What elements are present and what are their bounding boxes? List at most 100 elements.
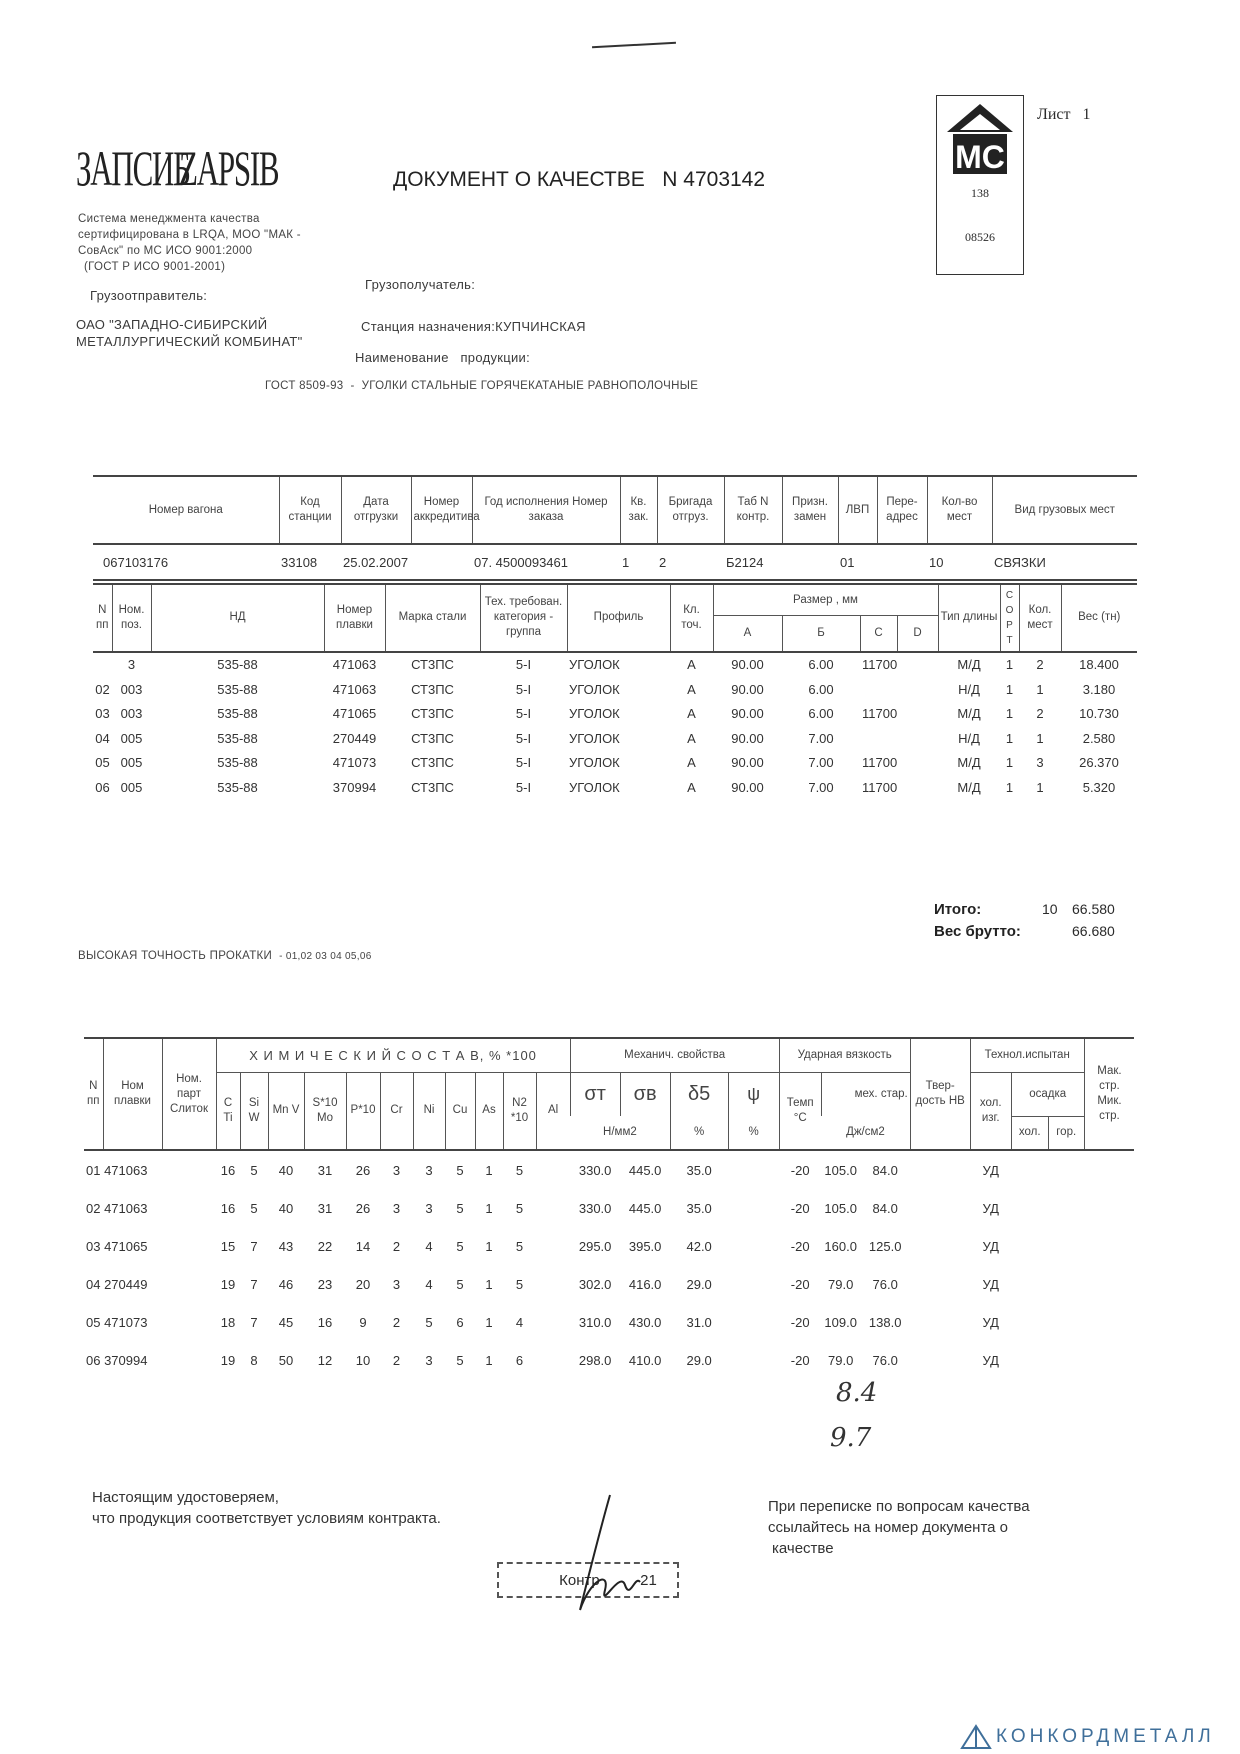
logo-text-ru: ЗАПСИБ [76, 140, 191, 196]
shipment-cell: Б2124 [726, 554, 764, 570]
table-cell: 1 [1036, 681, 1044, 697]
table-cell: 5 [425, 1314, 433, 1330]
table-cell: 31 [317, 1162, 333, 1178]
table-cell: 6.00 [808, 681, 834, 697]
shipment-cell: 25.02.2007 [343, 554, 409, 570]
table-cell: 29.0 [686, 1276, 712, 1292]
table-cell: А [687, 681, 696, 697]
table-cell [1084, 1303, 1134, 1341]
shipment-cell: 33108 [281, 554, 318, 570]
table-cell: 7 [250, 1314, 258, 1330]
table-cell: 310.0 [578, 1314, 612, 1330]
col-weight: Вес (тн) [1060, 584, 1137, 652]
logo-text-en: ZAPSIB [179, 140, 280, 196]
table-cell: 02 [95, 681, 110, 697]
table-cell: -20 [790, 1314, 810, 1330]
table-cell [1048, 1227, 1084, 1265]
table-cell [1011, 1150, 1048, 1189]
table-cell: 05 471073 [86, 1314, 148, 1330]
table-cell: УГОЛОК [569, 706, 620, 722]
shipment-cell [877, 544, 927, 580]
shipment-col: Бригада отгруз. [656, 476, 724, 544]
table-row: 02 471063 16 5 40 31 26 3 3 5 1 5 330.0 445.0 35.0 -20… [84, 1189, 1134, 1227]
document-title: ДОКУМЕНТ О КАЧЕСТВЕ N 4703142 [393, 168, 766, 191]
col-s: S*10 Mo [303, 1072, 346, 1150]
col-cu: Cu [444, 1072, 475, 1150]
table-cell: 79.0 [828, 1276, 854, 1292]
table-cell: 11700 [862, 755, 898, 771]
table-cell: 471073 [332, 755, 377, 771]
shipment-col: Таб N контр. [723, 476, 782, 544]
table-cell: 22 [317, 1238, 333, 1254]
table-cell: А [687, 755, 696, 771]
table-cell: А [687, 706, 696, 722]
col-size: Размер , мм [712, 584, 938, 616]
table-cell: 31.0 [686, 1314, 712, 1330]
totals: Итого: Вес брутто: [934, 899, 1021, 943]
table-cell: 42.0 [686, 1238, 712, 1254]
table-cell: 1 [1005, 657, 1014, 673]
table-row: 04 005 535-88 270449 СТ3ПС 5-I УГОЛОК А 90.00 7.0… [93, 726, 1137, 751]
table-cell: 46 [278, 1276, 294, 1292]
destination-station: Станция назначения:КУПЧИНСКАЯ [361, 319, 586, 334]
col-batch: Ном. парт Слиток [161, 1038, 216, 1150]
table-cell [910, 1265, 970, 1303]
chem-title: Х И М И Ч Е С К И Й С О С Т А В, % *100 [215, 1038, 571, 1073]
table-cell: 1 [485, 1314, 493, 1330]
table-cell [162, 1150, 216, 1189]
shipper-name: ОАО "ЗАПАДНО-СИБИРСКИЙ МЕТАЛЛУРГИЧЕСКИЙ … [76, 317, 303, 349]
shipment-col: Год исполнения Номер заказа [471, 476, 620, 544]
table-cell: 7.00 [808, 755, 834, 771]
table-cell: 10 [355, 1352, 371, 1368]
col-bend: хол. изг. [969, 1072, 1012, 1150]
table-cell: 35.0 [686, 1162, 712, 1178]
col-macro: Мак. стр. Мик. стр. [1083, 1038, 1135, 1150]
rolling-accuracy-note: ВЫСОКАЯ ТОЧНОСТЬ ПРОКАТКИ - 01,02 03 04 … [78, 950, 372, 962]
table-cell: 40 [278, 1200, 294, 1216]
table-cell: 5-I [515, 657, 532, 673]
table-cell: УД [982, 1200, 999, 1216]
table-cell [162, 1265, 216, 1303]
table-cell: УГОЛОК [569, 730, 620, 746]
table-cell: 7 [250, 1238, 258, 1254]
table-cell [1011, 1265, 1048, 1303]
stamp-code: 08526 [965, 230, 995, 244]
table-cell [910, 1227, 970, 1265]
table-cell: 5-I [515, 706, 532, 722]
mc-mark-text: МС [955, 139, 1005, 175]
table-cell: 26 [355, 1162, 371, 1178]
table-cell: 535-88 [217, 779, 258, 795]
table-cell: 16 [317, 1314, 333, 1330]
col-length: Тип длины [937, 584, 1000, 652]
table-cell: Н/Д [958, 681, 980, 697]
table-cell: 1 [485, 1162, 493, 1178]
table-cell: 1 [1036, 779, 1044, 795]
table-cell: 02 471063 [86, 1200, 148, 1216]
table-cell [162, 1303, 216, 1341]
table-cell: 5 [456, 1352, 464, 1368]
col-pos: Ном. поз. [111, 584, 151, 652]
table-cell: 84.0 [872, 1200, 898, 1216]
table-cell: УГОЛОК [569, 681, 620, 697]
total-label: Итого: [934, 901, 982, 918]
table-row: 02 003 535-88 471063 СТ3ПС 5-I УГОЛОК А 90.00 6.0… [93, 677, 1137, 702]
shipment-col: Дата отгрузки [340, 476, 411, 544]
table-cell: 90.00 [731, 730, 764, 746]
table-cell: 445.0 [628, 1200, 662, 1216]
table-cell: 76.0 [872, 1352, 898, 1368]
col-c: C Ti [215, 1072, 240, 1150]
table-cell: 3 [425, 1352, 433, 1368]
table-cell: 15 [220, 1238, 236, 1254]
table-cell: 3 [392, 1200, 401, 1216]
table-cell: 6.00 [808, 657, 834, 673]
col-sigma-t: σт [569, 1072, 621, 1116]
table-cell: М/Д [957, 779, 981, 795]
certification-stamp: МС 138 08526 [936, 95, 1024, 275]
table-cell: 3.180 [1082, 681, 1116, 697]
col-sigma-b: σв [619, 1072, 671, 1116]
table-cell: Н/Д [958, 730, 980, 746]
handwritten-note-2: 9.7 [830, 1423, 872, 1453]
table-cell: 410.0 [628, 1352, 662, 1368]
table-cell: 5 [250, 1162, 258, 1178]
table-cell [897, 652, 938, 678]
